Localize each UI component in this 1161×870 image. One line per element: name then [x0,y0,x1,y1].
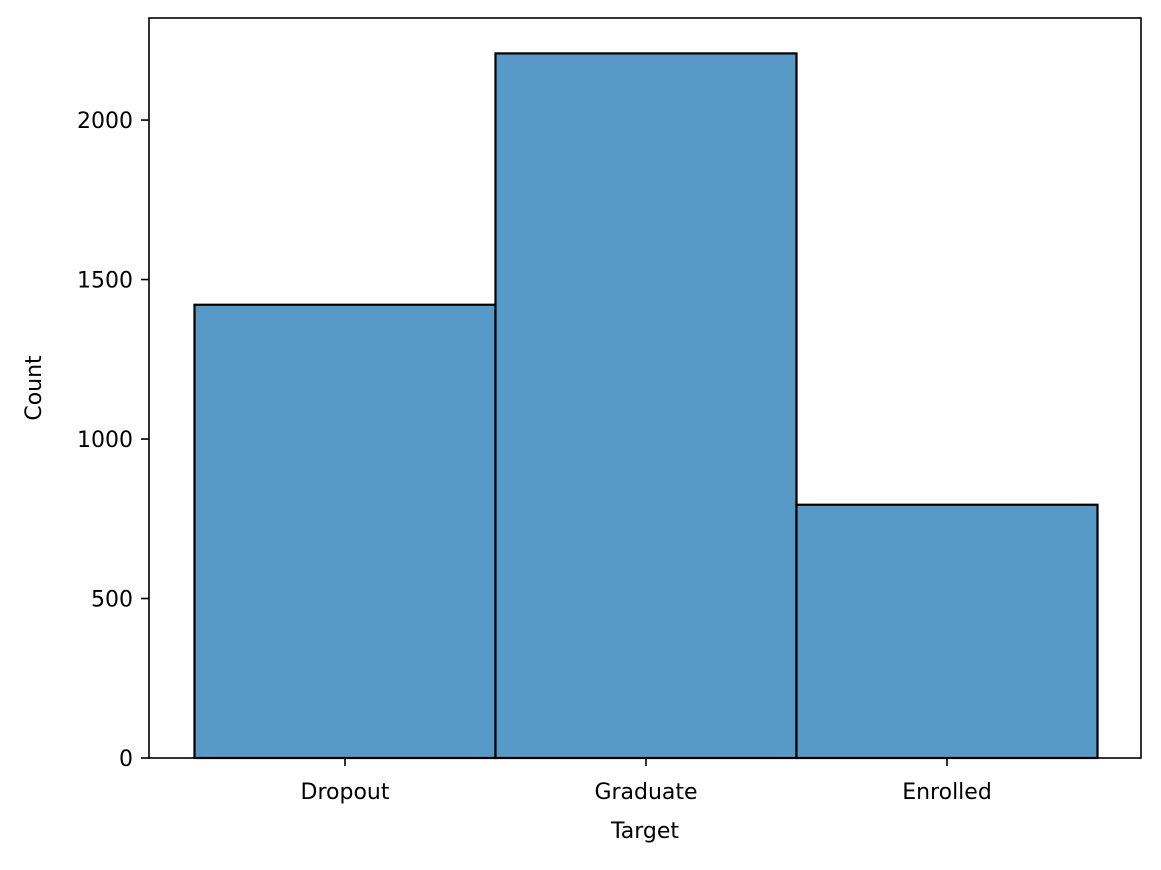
y-tick-label: 2000 [77,109,133,134]
y-tick-label: 1000 [77,428,133,453]
y-tick-label: 0 [119,747,133,772]
y-tick-label: 1500 [77,269,133,294]
y-tick-label: 500 [91,588,133,613]
bar-enrolled [795,503,1099,760]
bar-graduate [494,52,798,760]
bar-dropout [193,303,497,760]
x-axis-ticks: Dropout Graduate Enrolled [301,758,992,805]
x-axis-label: Target [610,819,679,844]
y-axis-ticks: 0 500 1000 1500 2000 [77,109,149,772]
x-tick-label: Dropout [301,780,390,805]
x-tick-label: Enrolled [902,780,992,805]
plot-frame [148,17,1142,759]
y-axis-label: Count [22,355,47,421]
x-tick-label: Graduate [594,780,697,805]
bars-group [193,52,1099,760]
